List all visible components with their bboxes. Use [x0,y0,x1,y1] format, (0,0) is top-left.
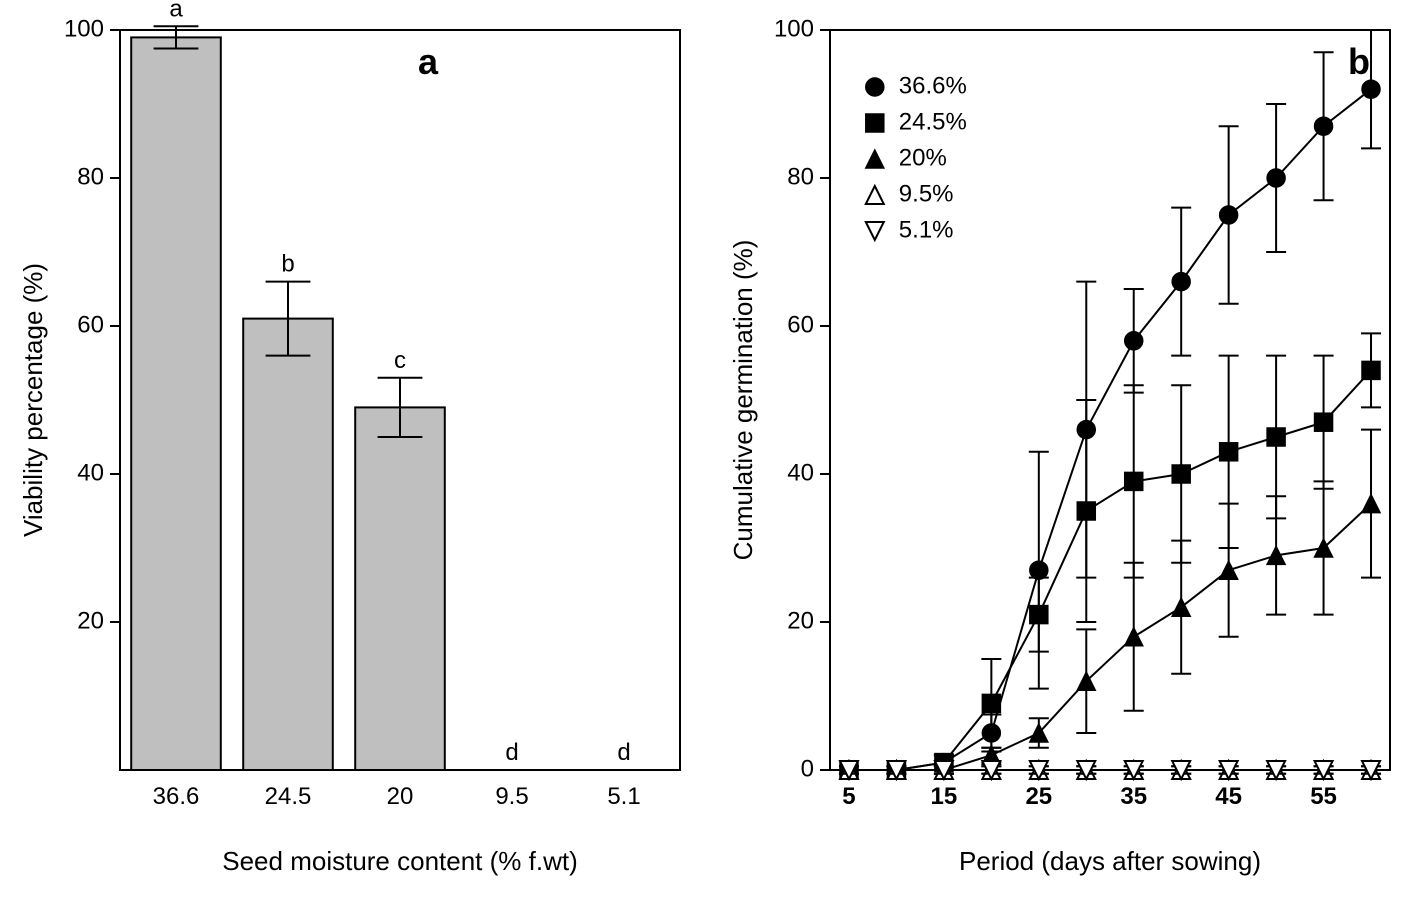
panel-b-xtick-label: 45 [1215,783,1242,810]
panel-a-label: a [418,41,439,82]
panel-a-xtick-label: 24.5 [265,783,312,810]
marker-circle [1030,561,1048,579]
figure-svg: 20 40 60 80 100 36.6 24.5 20 9.5 5.1 a b c d d Seed moi… [0,0,1418,908]
panel-a-group-letter: d [505,739,518,766]
panel-b-xtick-label: 15 [931,783,958,810]
panel-b-series-line [849,370,1371,770]
panel-a-ylabel: Viability percentage (%) [18,263,48,537]
panel-a-xtick-label: 36.6 [153,783,200,810]
marker-triangle-up-open [866,186,884,204]
panel-a-bar [243,319,333,770]
panel-b-label: b [1348,41,1370,82]
panel-b-xtick-label: 25 [1025,783,1052,810]
marker-circle [866,78,884,96]
panel-b-legend-label: 36.6% [899,72,967,99]
panel-b-ytick-label: 60 [787,311,814,338]
panel-a-xtick-label: 20 [387,783,414,810]
panel-a-ytick-label: 60 [77,311,104,338]
marker-triangle-up [1362,495,1380,513]
marker-triangle-up [1125,628,1143,646]
marker-square [866,114,884,132]
marker-square [1077,502,1095,520]
panel-b-xlabel: Period (days after sowing) [959,846,1261,876]
marker-triangle-down-open [866,222,884,240]
panel-b: 0 20 40 60 80 100 5 15 25 35 45 55 Period (days afte… [728,15,1390,876]
panel-a-ytick-label: 80 [77,163,104,190]
marker-square [1125,472,1143,490]
marker-circle [1315,117,1333,135]
panel-b-xtick-label: 5 [842,783,855,810]
marker-circle [1172,273,1190,291]
panel-b-legend-label: 5.1% [899,216,954,243]
marker-square [1267,428,1285,446]
panel-a-group-letter: b [281,251,294,278]
marker-circle [1267,169,1285,187]
panel-a-bar [131,37,221,770]
panel-a-xlabel: Seed moisture content (% f.wt) [222,846,577,876]
panel-b-xtick-label: 35 [1120,783,1147,810]
panel-b-ytick-label: 0 [801,755,814,782]
panel-b-ytick-label: 20 [787,607,814,634]
panel-a-bar [355,407,445,770]
panel-b-ytick-label: 40 [787,459,814,486]
panel-a-group-letter: c [394,347,406,374]
marker-triangle-up [1172,598,1190,616]
marker-triangle-up [866,150,884,168]
panel-b-xtick-label: 55 [1310,783,1337,810]
marker-circle [1362,80,1380,98]
marker-square [1220,443,1238,461]
panel-b-series-line [849,504,1371,770]
panel-a: 20 40 60 80 100 36.6 24.5 20 9.5 5.1 a b c d d Seed moi… [18,0,680,876]
panel-b-ytick-label: 80 [787,163,814,190]
panel-a-group-letter: a [169,0,183,22]
marker-circle [1220,206,1238,224]
marker-square [1030,606,1048,624]
panel-b-legend-label: 9.5% [899,180,954,207]
marker-circle [1125,332,1143,350]
panel-a-ytick-label: 40 [77,459,104,486]
panel-a-xtick-label: 5.1 [607,783,640,810]
panel-a-ytick-label: 100 [64,15,104,42]
panel-b-ytick-label: 100 [774,15,814,42]
panel-b-legend-label: 20% [899,144,947,171]
panel-a-group-letter: d [617,739,630,766]
marker-triangle-up [1220,561,1238,579]
panel-b-ylabel: Cumulative germination (%) [728,240,758,561]
marker-square [982,694,1000,712]
marker-square [1362,361,1380,379]
panel-b-legend-label: 24.5% [899,108,967,135]
panel-a-xtick-label: 9.5 [495,783,528,810]
panel-a-ytick-label: 20 [77,607,104,634]
panel-b-legend: 36.6% 24.5% 20% 9.5% 5.1% [866,72,967,243]
marker-square [1315,413,1333,431]
figure-container: 20 40 60 80 100 36.6 24.5 20 9.5 5.1 a b c d d Seed moi… [0,0,1418,908]
marker-square [1172,465,1190,483]
